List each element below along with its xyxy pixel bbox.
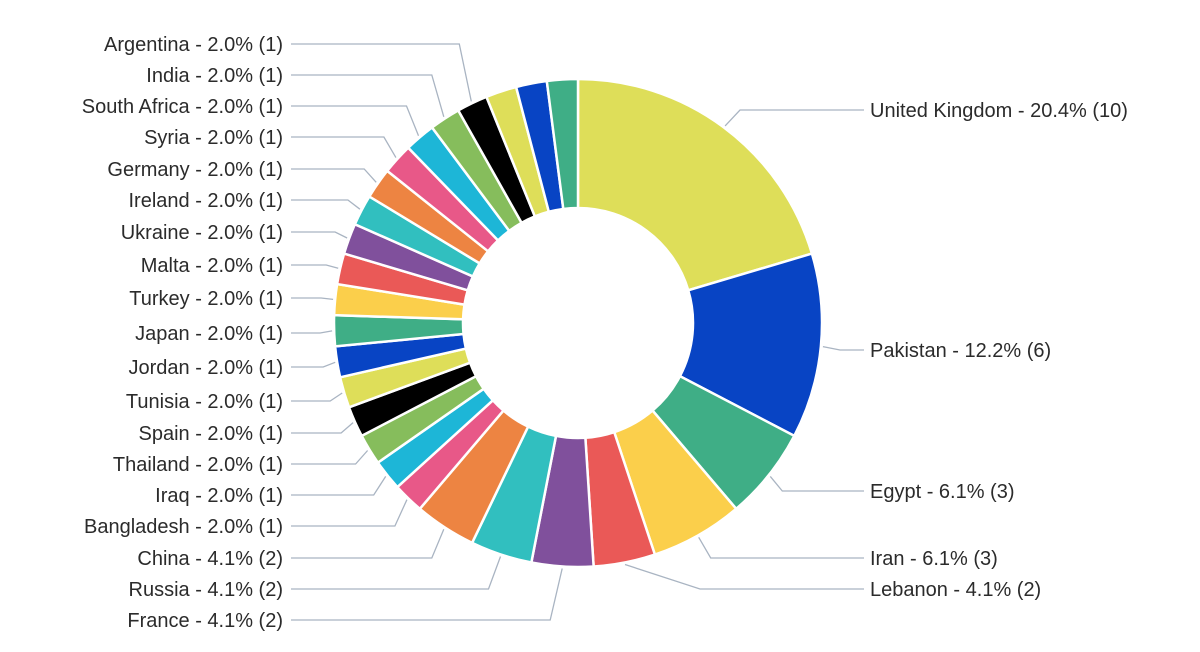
leader-line-spain (291, 422, 354, 434)
label-iraq: Iraq - 2.0% (1) (155, 485, 283, 507)
label-india: India - 2.0% (1) (146, 65, 283, 87)
leader-line-tunisia (291, 392, 343, 402)
leader-line-india (291, 74, 445, 117)
leader-line-russia (291, 556, 502, 590)
label-china: China - 4.1% (2) (137, 548, 283, 570)
leader-line-iraq (291, 476, 387, 496)
label-japan: Japan - 2.0% (1) (135, 323, 283, 345)
label-iran: Iran - 6.1% (3) (870, 548, 998, 570)
leader-line-argentina (291, 43, 472, 102)
slice-united-kingdom[interactable] (576, 77, 814, 292)
leader-line-egypt (769, 475, 864, 492)
leader-line-malta (291, 264, 339, 269)
leader-line-france (291, 568, 563, 621)
slice-labels: United Kingdom - 20.4% (10) Pakistan - 12… (82, 34, 1128, 632)
label-malta: Malta - 2.0% (1) (141, 255, 283, 277)
label-bangladesh: Bangladesh - 2.0% (1) (84, 516, 283, 538)
slice-unlabeled-26[interactable] (545, 77, 580, 211)
label-lebanon: Lebanon - 4.1% (2) (870, 579, 1041, 601)
leader-line-ireland (291, 199, 361, 210)
label-argentina: Argentina - 2.0% (1) (104, 34, 283, 56)
label-south-africa: South Africa - 2.0% (1) (82, 96, 283, 118)
label-pakistan: Pakistan - 12.2% (6) (870, 340, 1051, 362)
leader-line-turkey (291, 297, 334, 301)
leader-line-germany (291, 168, 377, 183)
leader-line-thailand (291, 450, 369, 465)
label-united-kingdom: United Kingdom - 20.4% (10) (870, 100, 1128, 122)
label-jordan: Jordan - 2.0% (1) (128, 357, 283, 379)
leader-line-china (291, 528, 445, 559)
leader-lines (291, 43, 864, 621)
leader-line-lebanon (624, 563, 864, 590)
leader-line-south-africa (291, 105, 420, 136)
leader-line-pakistan (822, 345, 864, 351)
label-ireland: Ireland - 2.0% (1) (128, 190, 283, 212)
leader-line-iran (698, 536, 864, 559)
leader-line-bangladesh (291, 499, 408, 527)
label-france: France - 4.1% (2) (127, 610, 283, 632)
leader-line-syria (291, 136, 397, 158)
slice-pakistan[interactable] (678, 252, 824, 438)
leader-line-united-kingdom (724, 109, 864, 127)
label-germany: Germany - 2.0% (1) (107, 159, 283, 181)
leader-line-ukraine (291, 231, 348, 239)
label-thailand: Thailand - 2.0% (1) (113, 454, 283, 476)
label-egypt: Egypt - 6.1% (3) (870, 481, 1015, 503)
donut-slices (332, 77, 824, 569)
label-ukraine: Ukraine - 2.0% (1) (121, 222, 283, 244)
leader-line-japan (291, 330, 333, 334)
leader-line-jordan (291, 361, 336, 368)
label-spain: Spain - 2.0% (1) (138, 423, 283, 445)
label-syria: Syria - 2.0% (1) (144, 127, 283, 149)
label-russia: Russia - 4.1% (2) (129, 579, 284, 601)
label-turkey: Turkey - 2.0% (1) (129, 288, 283, 310)
label-tunisia: Tunisia - 2.0% (1) (126, 391, 283, 413)
